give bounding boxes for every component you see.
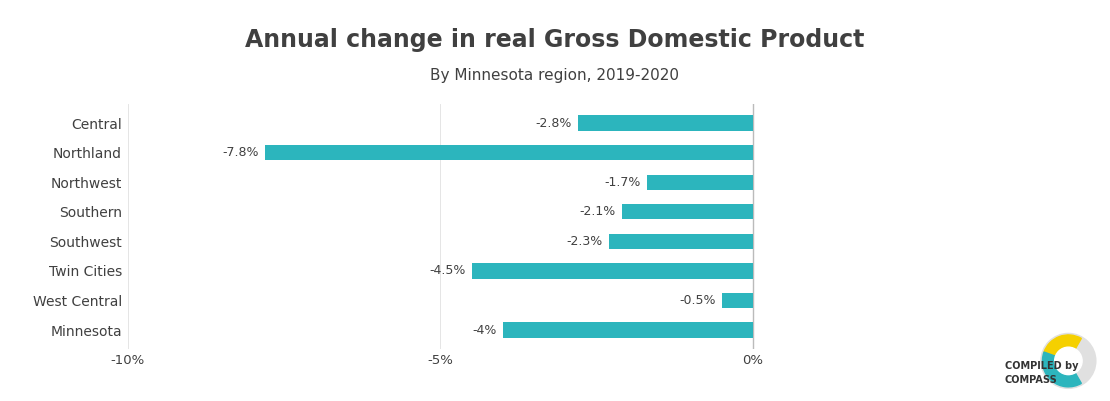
Text: -1.7%: -1.7%	[604, 176, 640, 189]
Bar	[472, 263, 753, 279]
Bar	[503, 322, 753, 338]
Bar	[578, 115, 753, 131]
Text: -0.5%: -0.5%	[679, 294, 716, 307]
Bar	[609, 234, 753, 249]
Text: -4%: -4%	[472, 324, 496, 336]
Wedge shape	[1042, 352, 1081, 387]
Bar	[265, 145, 753, 160]
Text: Annual change in real Gross Domestic Product: Annual change in real Gross Domestic Pro…	[245, 28, 865, 52]
Circle shape	[1054, 347, 1082, 375]
Bar	[622, 204, 753, 219]
Bar	[647, 174, 753, 190]
Text: -2.1%: -2.1%	[579, 205, 615, 218]
Wedge shape	[1045, 335, 1081, 361]
Text: -4.5%: -4.5%	[428, 264, 465, 277]
Text: -2.8%: -2.8%	[535, 117, 572, 130]
Text: By Minnesota region, 2019-2020: By Minnesota region, 2019-2020	[431, 68, 679, 83]
Text: -2.3%: -2.3%	[566, 235, 603, 248]
Bar	[722, 293, 753, 308]
Text: COMPILED by
COMPASS: COMPILED by COMPASS	[1005, 361, 1078, 385]
Text: -7.8%: -7.8%	[222, 146, 259, 159]
Circle shape	[1041, 333, 1096, 389]
